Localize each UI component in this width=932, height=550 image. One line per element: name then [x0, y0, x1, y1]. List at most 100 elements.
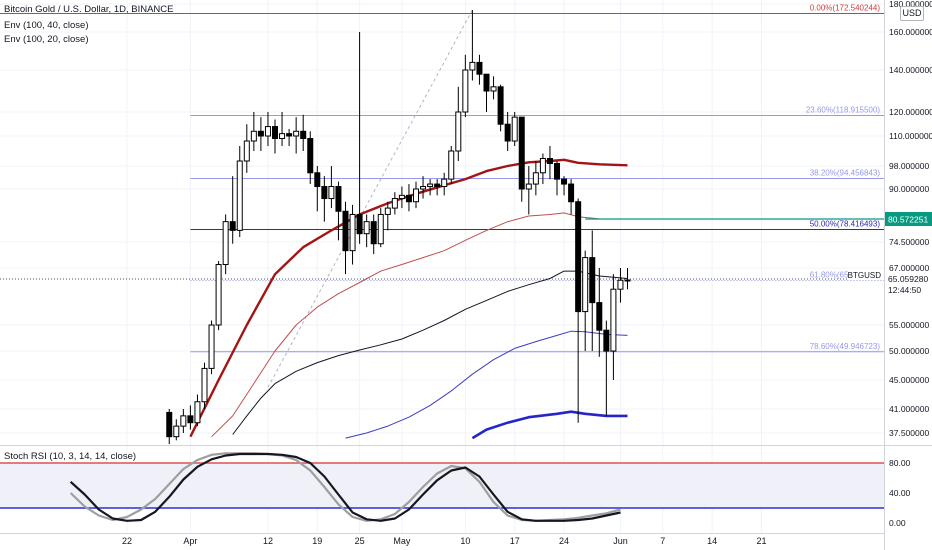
price-tick-label: 37.500000 — [889, 428, 929, 438]
time-tick-label: 19 — [312, 536, 322, 546]
candle-bull — [582, 257, 589, 313]
candle-bull — [222, 221, 229, 266]
price-tick-label: 110.000000 — [889, 131, 932, 141]
candle-bull — [420, 186, 427, 190]
candle-bull — [511, 116, 518, 142]
time-tick-label: Jun — [613, 536, 628, 546]
candle-bull — [236, 160, 243, 231]
price-tick-label: 45.000000 — [889, 375, 929, 385]
time-tick-label: 7 — [660, 536, 665, 546]
symbol-tag-bg — [848, 269, 883, 280]
candle-bear — [561, 178, 568, 185]
price-tick-label: 41.000000 — [889, 404, 929, 414]
candle-bear — [335, 186, 342, 212]
candle-bear — [370, 221, 377, 245]
fib-level-label: 0.00%(172.540244) — [810, 4, 881, 13]
envelope-ema20_lower — [345, 330, 628, 439]
time-tick-label: 12 — [263, 536, 273, 546]
symbol-tag: BTGUSD — [848, 271, 882, 280]
envelope-price-badge — [885, 212, 932, 226]
candle-bear — [596, 302, 603, 331]
candle-bear — [257, 130, 264, 137]
currency-badge[interactable]: USD — [900, 6, 924, 21]
candle-bear — [575, 201, 582, 313]
candle-bull — [455, 111, 462, 152]
env-20-label: Env (100, 20, close) — [4, 34, 89, 45]
candle-bear — [483, 73, 490, 92]
candle-bull — [448, 150, 455, 180]
env-40-label: Env (100, 40, close) — [4, 20, 89, 31]
price-tick-label: 74.500000 — [889, 237, 929, 247]
candle-bear — [187, 415, 194, 424]
candle-bear — [229, 221, 236, 231]
candle-bull — [384, 207, 391, 215]
symbol-title: Bitcoin Gold / U.S. Dollar, 1D, BINANCE — [4, 4, 174, 15]
candle-bull — [264, 126, 271, 137]
price-tick-label: 67.000000 — [889, 263, 929, 273]
symbol-legend[interactable]: Bitcoin Gold / U.S. Dollar, 1D, BINANCE — [4, 4, 173, 15]
candle-bull — [194, 401, 201, 424]
candle-bull — [201, 367, 208, 403]
stoch-tick-label: 80.00 — [889, 458, 911, 468]
candle-bull — [610, 288, 617, 352]
candle-countdown: 12:44:50 — [888, 285, 921, 295]
candle-bull — [525, 183, 532, 190]
candle-bear — [405, 194, 412, 203]
time-tick-label: May — [393, 536, 411, 546]
candle-bull — [250, 130, 257, 142]
candle-bear — [300, 130, 307, 140]
price-tick-label: 140.000000 — [889, 65, 932, 75]
price-tick-label: 55.000000 — [889, 320, 929, 330]
time-tick-label: 14 — [707, 536, 717, 546]
env-20-legend[interactable]: Env (100, 20, close) — [4, 34, 89, 45]
time-tick-label: 21 — [756, 536, 766, 546]
time-tick-label: Apr — [183, 536, 197, 546]
stoch-legend[interactable]: Stoch RSI (10, 3, 14, 14, close) — [4, 451, 136, 462]
stoch-tick-label: 0.00 — [889, 518, 906, 528]
env-40-legend[interactable]: Env (100, 40, close) — [4, 20, 89, 31]
candle-bull — [208, 324, 215, 369]
time-tick-label: 24 — [559, 536, 569, 546]
candle-bull — [469, 61, 476, 71]
candle-bull — [624, 279, 631, 282]
candle-bear — [434, 183, 441, 188]
candle-bull — [413, 188, 419, 203]
candle-bull — [363, 221, 370, 235]
stoch-tick-label: 40.00 — [889, 488, 911, 498]
candle-bull — [279, 133, 286, 139]
fib-level-label: 50.00%(78.416493) — [810, 220, 881, 229]
candle-bull — [349, 213, 356, 252]
stoch-lines — [0, 452, 884, 522]
candle-bull — [215, 264, 222, 326]
fib-level-label: 78.60%(49.946723) — [810, 342, 881, 351]
envelope-ema40_lower — [471, 410, 628, 440]
candle-bear — [546, 158, 553, 164]
time-tick-label: 10 — [460, 536, 470, 546]
candle-bear — [272, 126, 278, 140]
time-tick-label: 17 — [510, 536, 520, 546]
candle-bull — [180, 415, 187, 427]
candle-bull — [328, 186, 335, 200]
candles — [166, 10, 631, 444]
time-tick-label: 25 — [355, 536, 365, 546]
price-tick-label: 90.000000 — [889, 184, 929, 194]
candle-bull — [539, 158, 546, 174]
candle-bear — [497, 86, 504, 125]
stoch-label: Stoch RSI (10, 3, 14, 14, close) — [4, 451, 137, 462]
axes: 180.000000 160.000000 140.000000 120.000000… — [122, 0, 932, 546]
candle-bull — [532, 172, 539, 185]
fib-level-label: 23.60%(118.915500) — [806, 106, 880, 115]
fib-level-label: 38.20%(94.456843) — [810, 169, 881, 178]
candle-bear — [286, 133, 293, 137]
candle-bear — [356, 213, 363, 235]
candle-bear — [314, 172, 321, 188]
candle-bear — [568, 183, 575, 203]
candle-bull — [377, 213, 384, 245]
candle-bull — [243, 140, 250, 162]
candle-bull — [398, 194, 405, 200]
fib-level-label: 61.80%(65.059280) — [810, 271, 881, 280]
last-price-label: 65.059280 — [888, 274, 928, 284]
